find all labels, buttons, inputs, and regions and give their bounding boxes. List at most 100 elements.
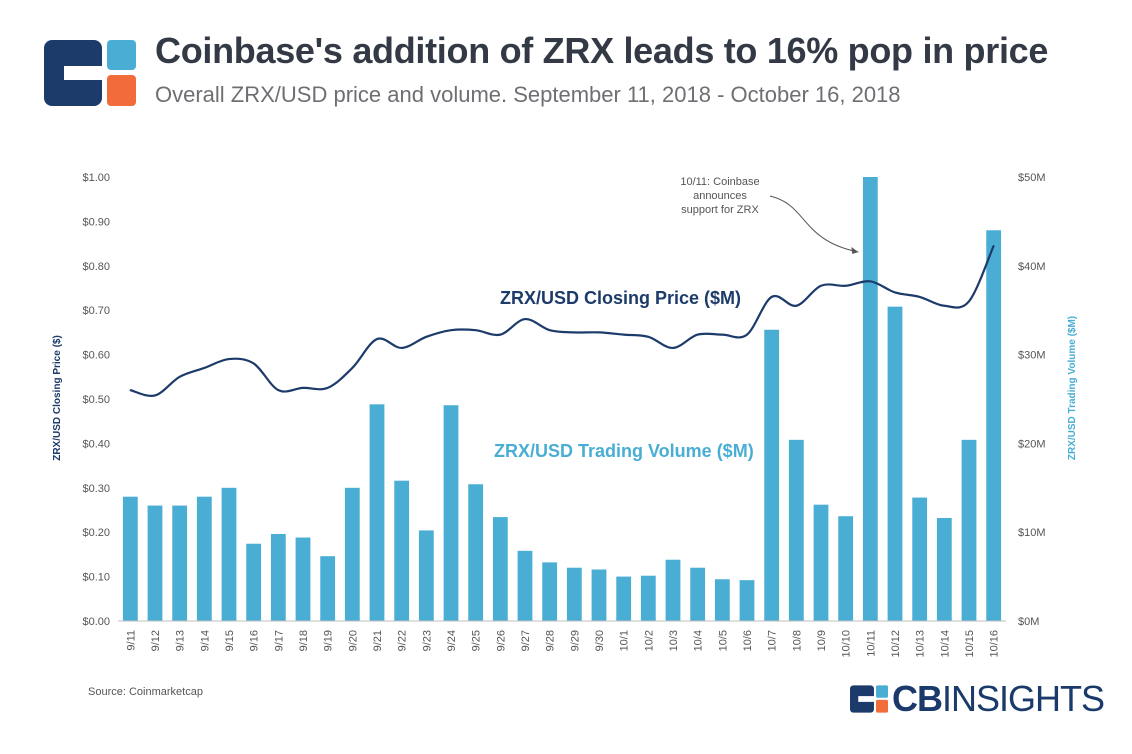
left-tick-label: $0.10 [82, 572, 110, 584]
x-tick-label: 9/14 [199, 630, 211, 651]
volume-bar-9-14 [196, 496, 212, 621]
price-point-9-30 [598, 331, 600, 334]
x-tick-label: 9/15 [224, 630, 236, 651]
left-axis-ticks: $0.00 $0.10 $0.20 $0.30 $0.40 $0.50 $0.60 $0.70… [82, 172, 110, 628]
x-tick-label: 10/9 [816, 630, 828, 651]
x-tick-label: 10/12 [890, 630, 902, 658]
price-point-9-27 [524, 318, 526, 320]
left-tick-label: $0.90 [82, 216, 110, 228]
price-point-10-14 [943, 304, 946, 307]
x-tick-label: 9/20 [347, 630, 359, 651]
x-tick-label: 10/8 [791, 630, 803, 651]
price-point-9-18 [302, 387, 304, 389]
volume-bar-9-19 [320, 556, 336, 621]
volume-bar-10-12 [887, 306, 903, 621]
volume-bar-10-5 [714, 579, 730, 621]
left-tick-label: $0.60 [82, 350, 110, 362]
right-tick-label: $50M [1018, 172, 1046, 184]
x-tick-label: 9/17 [273, 630, 285, 651]
volume-bar-10-15 [961, 439, 977, 621]
right-tick-label: $30M [1018, 350, 1046, 362]
price-point-10-11 [869, 280, 872, 283]
x-tick-label: 9/27 [520, 630, 532, 651]
price-point-10-13 [918, 296, 921, 298]
volume-bar-10-13 [912, 497, 928, 621]
price-point-9-29 [573, 331, 576, 334]
volume-series-label: ZRX/USD Trading Volume ($M) [494, 441, 754, 461]
price-point-10-9 [820, 284, 822, 287]
price-point-9-11 [129, 389, 132, 391]
page-subtitle: Overall ZRX/USD price and volume. Septem… [155, 82, 901, 107]
volume-bar-10-14 [936, 517, 952, 621]
page-title: Coinbase's addition of ZRX leads to 16% … [155, 30, 1049, 71]
volume-bar-9-24 [443, 405, 459, 621]
left-tick-label: $0.50 [82, 394, 110, 406]
volume-bar-10-11 [862, 177, 878, 621]
left-tick-label: $0.70 [82, 305, 110, 317]
volume-bar-9-21 [369, 404, 385, 621]
x-tick-label: 9/12 [150, 630, 162, 651]
x-tick-label: 9/29 [569, 630, 581, 651]
x-tick-label: 9/24 [446, 630, 458, 651]
volume-bar-9-13 [172, 505, 188, 621]
price-point-10-5 [721, 333, 724, 336]
x-tick-label: 10/7 [767, 630, 779, 651]
price-point-9-14 [203, 367, 206, 369]
price-point-9-12 [154, 394, 156, 397]
annotation-arrowhead [851, 247, 859, 254]
volume-bar-9-22 [394, 480, 410, 621]
volume-bar-10-1 [616, 576, 632, 621]
x-tick-label: 9/22 [397, 630, 409, 651]
price-point-9-16 [252, 362, 255, 365]
volume-bar-10-16 [986, 230, 1002, 621]
price-point-10-7 [770, 296, 773, 298]
brand-light: INSIGHTS [942, 678, 1105, 719]
price-point-10-16 [992, 245, 995, 247]
left-axis-label: ZRX/USD Closing Price ($) [52, 335, 63, 461]
price-point-9-13 [178, 376, 181, 378]
right-tick-label: $0M [1018, 616, 1039, 628]
volume-bar-9-20 [344, 487, 360, 621]
volume-bar-10-6 [739, 580, 755, 621]
price-point-9-19 [326, 387, 329, 389]
left-tick-label: $0.20 [82, 527, 110, 539]
x-tick-label: 10/2 [643, 630, 655, 651]
left-tick-label: $1.00 [82, 172, 110, 184]
cb-insights-footer-mark [850, 685, 888, 713]
x-tick-label: 10/5 [717, 630, 729, 651]
volume-bar-9-15 [221, 487, 237, 621]
price-point-9-15 [228, 358, 230, 360]
volume-bar-10-9 [813, 504, 829, 621]
price-point-10-10 [844, 284, 847, 287]
x-tick-label: 10/16 [989, 630, 1001, 658]
x-tick-label: 10/4 [693, 630, 705, 651]
x-tick-label: 9/25 [471, 630, 483, 651]
left-tick-label: $0.80 [82, 261, 110, 273]
brand-bold: CB [892, 678, 943, 719]
price-point-10-12 [894, 291, 896, 294]
price-point-9-22 [400, 347, 403, 349]
annotation-line: announces [693, 190, 747, 202]
volume-bars [122, 177, 1002, 621]
annotation-line: 10/11: Coinbase [680, 176, 759, 188]
x-tick-label: 9/26 [495, 630, 507, 651]
x-tick-label: 9/30 [594, 630, 606, 651]
x-tick-label: 9/13 [175, 630, 187, 651]
x-tick-label: 10/15 [964, 630, 976, 658]
x-axis-ticks: 9/11 9/12 9/13 9/14 9/15 9/16 9/17 9/18 9/19 9/20… [125, 630, 1000, 658]
volume-bar-9-17 [270, 533, 286, 621]
price-point-9-24 [450, 329, 452, 331]
price-point-10-15 [968, 300, 970, 303]
cb-insights-wordmark: CBINSIGHTS [892, 678, 1105, 720]
price-point-10-4 [696, 333, 699, 336]
price-point-10-2 [647, 336, 650, 338]
x-tick-label: 9/28 [545, 630, 557, 651]
volume-bar-9-25 [468, 484, 484, 621]
annotation-line: support for ZRX [681, 204, 759, 216]
coinbase-annotation: 10/11: Coinbase announces support for ZRX [680, 176, 859, 254]
price-point-9-17 [277, 389, 280, 391]
left-tick-label: $0.30 [82, 483, 110, 495]
volume-bar-10-8 [788, 439, 804, 621]
price-point-9-21 [376, 338, 378, 340]
x-tick-label: 10/6 [742, 630, 754, 651]
